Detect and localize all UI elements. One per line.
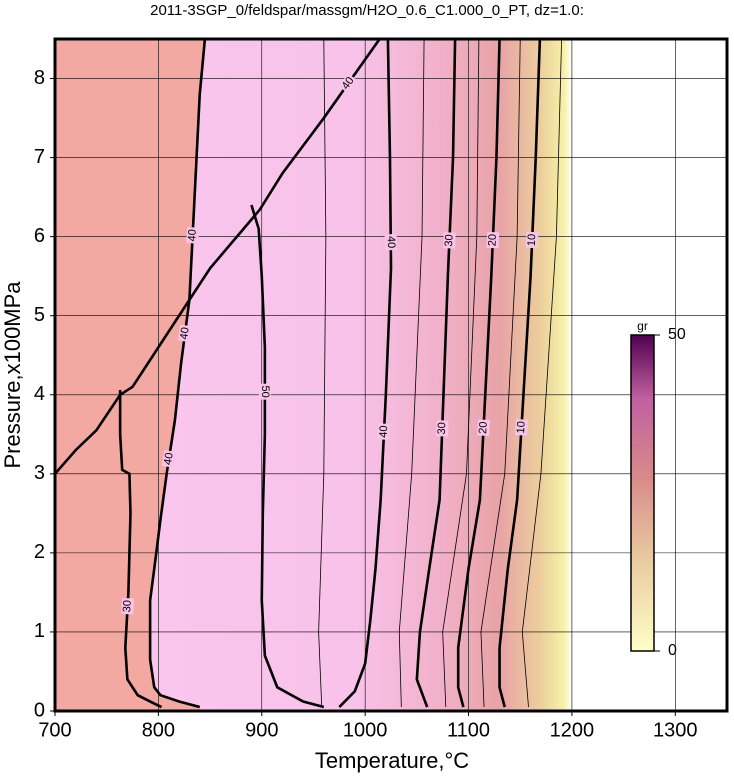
plot-frame <box>53 37 729 713</box>
plot-area: 40 40 40 40 30 50 40 40 30 30 20 20 10 10 <box>55 39 727 711</box>
contour-label-bg <box>377 423 391 440</box>
contour-line <box>338 39 393 708</box>
x-axis-label: Temperature,°C <box>315 748 469 773</box>
contour-label-bg <box>186 227 200 244</box>
y-tick-label: 4 <box>34 383 45 405</box>
colorbar-label: gr <box>637 319 648 333</box>
y-tick-label: 1 <box>34 620 45 642</box>
contour-label-bg <box>443 232 456 249</box>
contour-label: 40 <box>186 229 199 242</box>
contour-label-bg <box>486 231 500 249</box>
contour-label: 40 <box>178 327 191 341</box>
contour-label-bg <box>338 73 358 94</box>
y-tick-label: 5 <box>34 304 45 326</box>
contour-label: 50 <box>259 386 271 398</box>
contour-label-bg <box>435 420 449 437</box>
contour-label-bg <box>384 234 397 251</box>
colorbar-tick-label: 0 <box>668 642 677 659</box>
colorbar-tick-label: 50 <box>668 326 686 343</box>
contour-label-bg <box>525 231 539 249</box>
y-tick-label: 6 <box>34 225 45 247</box>
contour-label: 30 <box>121 600 134 613</box>
y-tick-label: 0 <box>34 699 45 721</box>
contour-label: 20 <box>487 234 500 247</box>
contour-label: 10 <box>526 234 539 247</box>
x-tick-label: 1200 <box>550 719 595 741</box>
contour-line <box>415 39 457 708</box>
contour-label-bg <box>477 419 490 436</box>
x-tick-label: 900 <box>245 719 278 741</box>
contour-label-bg <box>178 324 193 343</box>
y-tick-label: 2 <box>34 541 45 563</box>
contour-line <box>480 39 521 708</box>
contour-label: 40 <box>162 452 176 466</box>
contour-label-bg <box>515 419 528 436</box>
contour-line <box>318 39 327 708</box>
x-tick-label: 1300 <box>653 719 698 741</box>
contour-line <box>498 39 542 708</box>
contour-line <box>118 390 163 709</box>
axes: 700 800 900 1000 1100 1200 1300 0 1 2 3 4 5 6 7 8 gr 0 50 <box>34 37 729 741</box>
contour-label: 40 <box>385 236 397 248</box>
x-tick-label: 800 <box>142 719 175 741</box>
x-tick-label: 1100 <box>447 719 490 741</box>
contour-label-bg <box>121 597 135 615</box>
x-tick-label: 1000 <box>343 719 388 741</box>
contour-line <box>250 204 325 709</box>
contour-line <box>398 39 425 708</box>
contour-line <box>456 39 501 708</box>
contour-label: 20 <box>477 421 490 434</box>
contour-label: 40 <box>378 425 391 438</box>
y-tick-label: 8 <box>34 67 45 89</box>
y-axis-label: Pressure,x100MPa <box>0 281 25 469</box>
contour-label-bg <box>258 383 271 400</box>
y-tick-label: 7 <box>34 146 45 168</box>
contour-line <box>521 39 562 708</box>
colorbar <box>630 334 655 652</box>
contour-label-bg <box>161 450 177 468</box>
contour-line <box>442 39 480 708</box>
contour-label: 10 <box>515 421 528 434</box>
chart-title: 2011-3SGP_0/feldspar/massgm/H2O_0.6_C1.0… <box>150 2 584 19</box>
contour-label: 30 <box>443 234 456 247</box>
field-region <box>55 39 205 711</box>
y-tick-label: 3 <box>34 462 45 484</box>
x-tick-label: 700 <box>38 719 71 741</box>
contour-label: 30 <box>436 422 448 435</box>
contour-label: 40 <box>340 75 357 92</box>
